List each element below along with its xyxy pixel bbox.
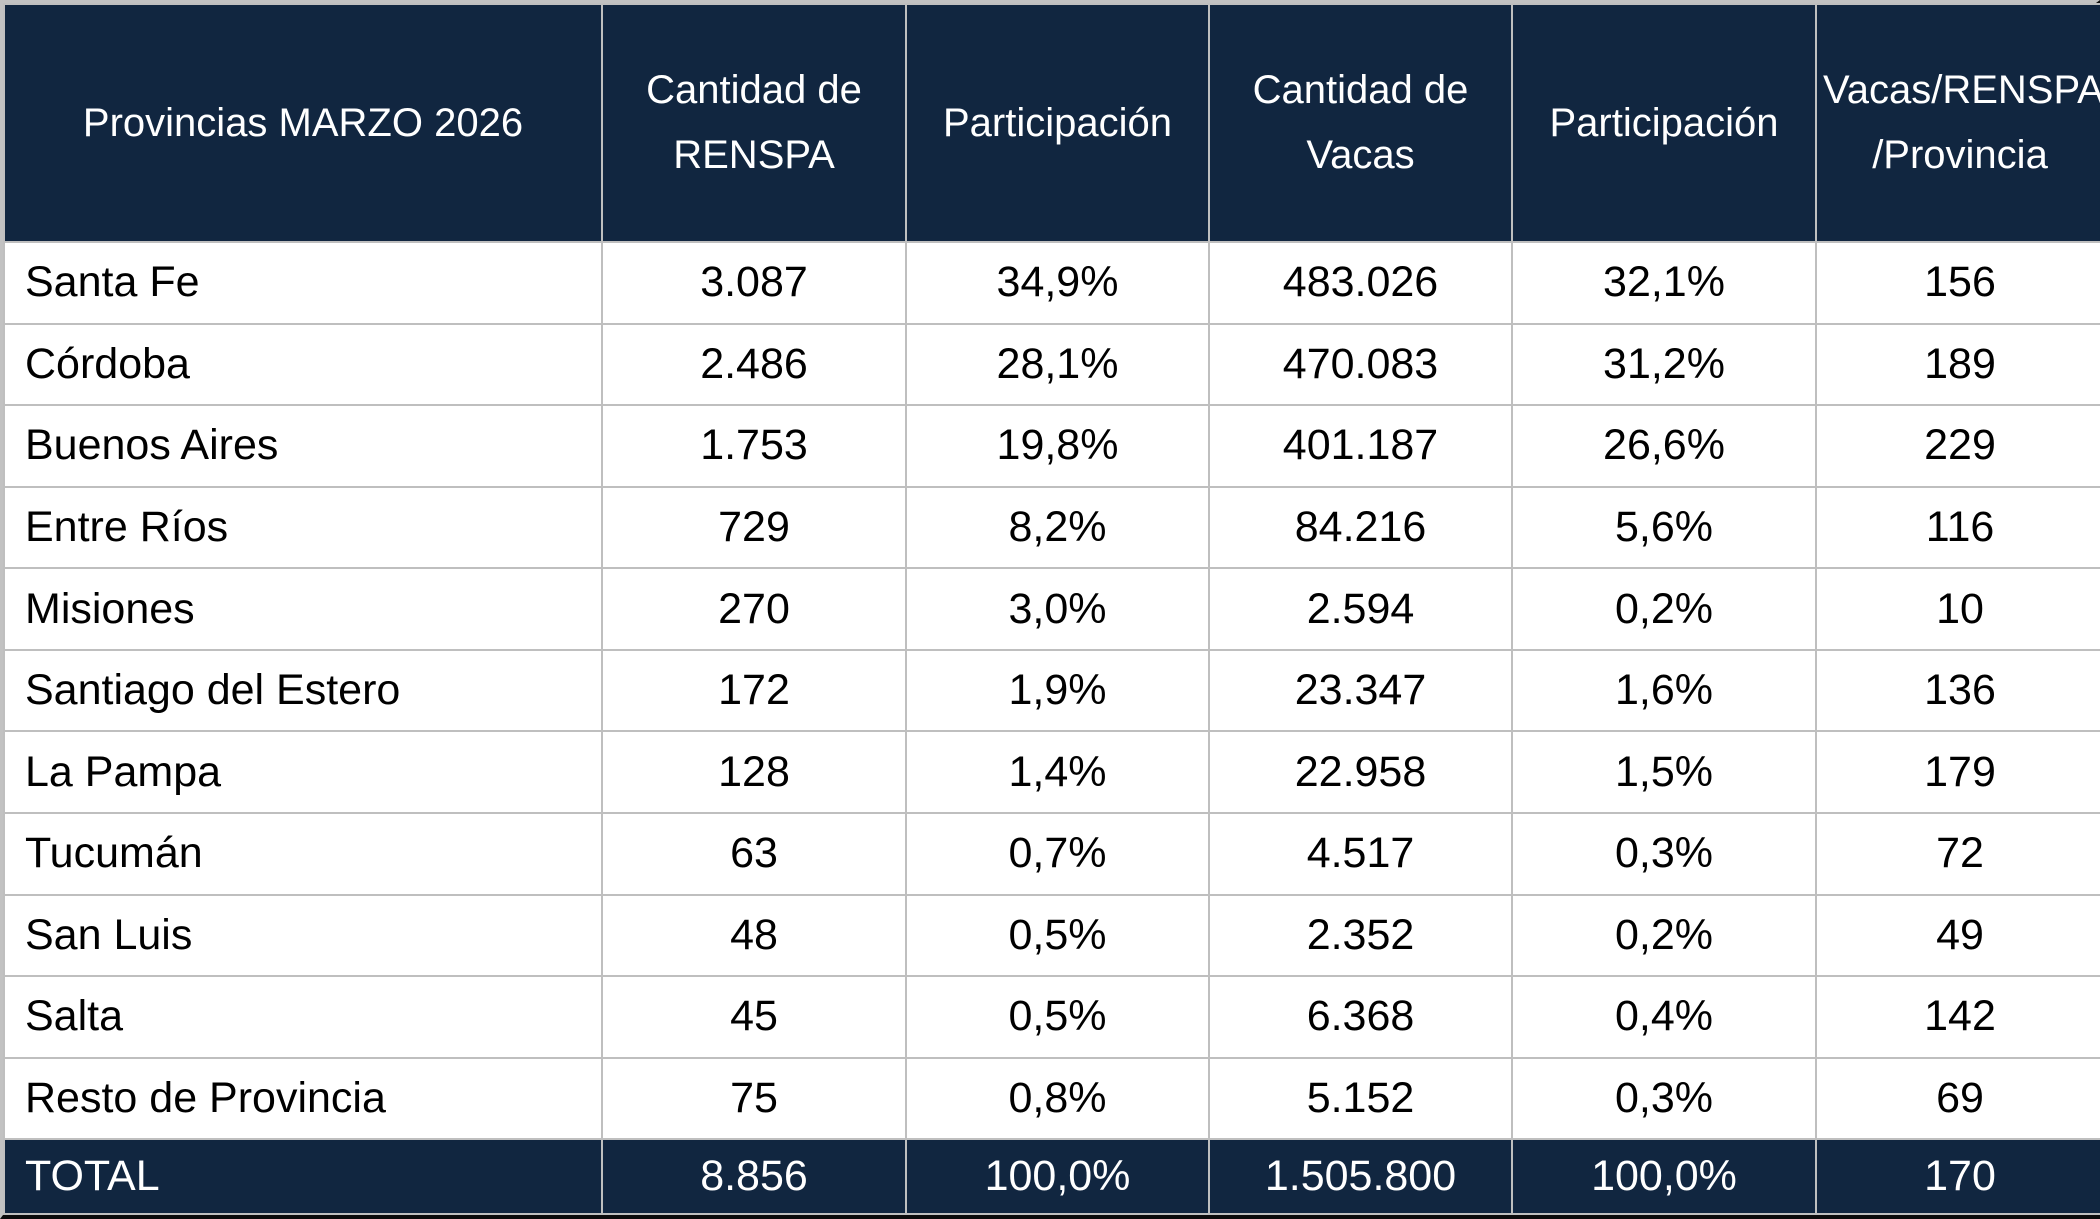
renspa-share-cell: 28,1% xyxy=(905,322,1210,407)
table-row: Entre Ríos 729 8,2% 84.216 5,6% 116 xyxy=(3,485,2100,570)
column-header-participacion-renspa: Participación xyxy=(905,3,1210,243)
province-cell: Santa Fe xyxy=(3,241,603,325)
ratio-cell: 189 xyxy=(1815,322,2100,407)
province-cell: Misiones xyxy=(3,567,603,651)
province-cell: Salta xyxy=(3,975,603,1059)
renspa-count-cell: 3.087 xyxy=(601,241,907,325)
table-row: Tucumán 63 0,7% 4.517 0,3% 72 xyxy=(3,812,2100,896)
table-row: Buenos Aires 1.753 19,8% 401.187 26,6% 2… xyxy=(3,404,2100,488)
renspa-count-cell: 128 xyxy=(601,730,907,815)
vacas-count-cell: 84.216 xyxy=(1208,485,1513,570)
renspa-share-cell: 34,9% xyxy=(905,241,1210,325)
ratio-cell: 179 xyxy=(1815,730,2100,815)
total-label-cell: TOTAL xyxy=(3,1138,603,1215)
renspa-count-cell: 729 xyxy=(601,485,907,570)
ratio-cell: 156 xyxy=(1815,241,2100,325)
table-row: Santa Fe 3.087 34,9% 483.026 32,1% 156 xyxy=(3,241,2100,325)
ratio-cell: 10 xyxy=(1815,567,2100,651)
total-ratio-cell: 170 xyxy=(1815,1138,2100,1215)
renspa-count-cell: 2.486 xyxy=(601,322,907,407)
vacas-count-cell: 2.352 xyxy=(1208,893,1513,978)
column-header-provincias: Provincias MARZO 2026 xyxy=(3,3,603,243)
table-body: Santa Fe 3.087 34,9% 483.026 32,1% 156 C… xyxy=(3,241,2100,1141)
ratio-cell: 142 xyxy=(1815,975,2100,1059)
table-row: Resto de Provincia 75 0,8% 5.152 0,3% 69 xyxy=(3,1056,2100,1141)
vacas-count-cell: 6.368 xyxy=(1208,975,1513,1059)
renspa-share-cell: 3,0% xyxy=(905,567,1210,651)
vacas-share-cell: 1,5% xyxy=(1511,730,1817,815)
table-row: Córdoba 2.486 28,1% 470.083 31,2% 189 xyxy=(3,322,2100,407)
column-header-participacion-vacas: Participación xyxy=(1511,3,1817,243)
renspa-share-cell: 1,4% xyxy=(905,730,1210,815)
renspa-count-cell: 1.753 xyxy=(601,404,907,488)
vacas-count-cell: 483.026 xyxy=(1208,241,1513,325)
total-vacas-share-cell: 100,0% xyxy=(1511,1138,1817,1215)
table-header: Provincias MARZO 2026 Cantidad de RENSPA… xyxy=(3,3,2100,243)
province-cell: Córdoba xyxy=(3,322,603,407)
vacas-share-cell: 0,3% xyxy=(1511,812,1817,896)
ratio-cell: 49 xyxy=(1815,893,2100,978)
province-cell: Entre Ríos xyxy=(3,485,603,570)
province-cell: Tucumán xyxy=(3,812,603,896)
total-vacas-count-cell: 1.505.800 xyxy=(1208,1138,1513,1215)
table-row: Salta 45 0,5% 6.368 0,4% 142 xyxy=(3,975,2100,1059)
vacas-share-cell: 32,1% xyxy=(1511,241,1817,325)
renspa-count-cell: 75 xyxy=(601,1056,907,1141)
province-cell: San Luis xyxy=(3,893,603,978)
column-header-cantidad-renspa: Cantidad de RENSPA xyxy=(601,3,907,243)
renspa-count-cell: 63 xyxy=(601,812,907,896)
renspa-count-cell: 172 xyxy=(601,648,907,733)
vacas-share-cell: 1,6% xyxy=(1511,648,1817,733)
renspa-share-cell: 0,7% xyxy=(905,812,1210,896)
vacas-share-cell: 0,2% xyxy=(1511,567,1817,651)
vacas-count-cell: 22.958 xyxy=(1208,730,1513,815)
renspa-share-cell: 8,2% xyxy=(905,485,1210,570)
vacas-count-cell: 23.347 xyxy=(1208,648,1513,733)
renspa-share-cell: 1,9% xyxy=(905,648,1210,733)
ratio-cell: 72 xyxy=(1815,812,2100,896)
column-header-cantidad-vacas: Cantidad de Vacas xyxy=(1208,3,1513,243)
provinces-renspa-table: Provincias MARZO 2026 Cantidad de RENSPA… xyxy=(3,3,2100,1215)
vacas-count-cell: 2.594 xyxy=(1208,567,1513,651)
ratio-cell: 136 xyxy=(1815,648,2100,733)
vacas-count-cell: 401.187 xyxy=(1208,404,1513,488)
renspa-count-cell: 45 xyxy=(601,975,907,1059)
table-row: Santiago del Estero 172 1,9% 23.347 1,6%… xyxy=(3,648,2100,733)
total-renspa-share-cell: 100,0% xyxy=(905,1138,1210,1215)
vacas-share-cell: 0,3% xyxy=(1511,1056,1817,1141)
vacas-count-cell: 470.083 xyxy=(1208,322,1513,407)
renspa-count-cell: 48 xyxy=(601,893,907,978)
renspa-share-cell: 19,8% xyxy=(905,404,1210,488)
ratio-cell: 69 xyxy=(1815,1056,2100,1141)
table-footer: TOTAL 8.856 100,0% 1.505.800 100,0% 170 xyxy=(3,1138,2100,1215)
vacas-share-cell: 26,6% xyxy=(1511,404,1817,488)
vacas-share-cell: 31,2% xyxy=(1511,322,1817,407)
header-row: Provincias MARZO 2026 Cantidad de RENSPA… xyxy=(3,3,2100,243)
table-row: La Pampa 128 1,4% 22.958 1,5% 179 xyxy=(3,730,2100,815)
vacas-share-cell: 5,6% xyxy=(1511,485,1817,570)
table-row: San Luis 48 0,5% 2.352 0,2% 49 xyxy=(3,893,2100,978)
renspa-share-cell: 0,5% xyxy=(905,893,1210,978)
province-cell: Buenos Aires xyxy=(3,404,603,488)
renspa-count-cell: 270 xyxy=(601,567,907,651)
total-row: TOTAL 8.856 100,0% 1.505.800 100,0% 170 xyxy=(3,1138,2100,1215)
table-row: Misiones 270 3,0% 2.594 0,2% 10 xyxy=(3,567,2100,651)
ratio-cell: 229 xyxy=(1815,404,2100,488)
province-cell: Santiago del Estero xyxy=(3,648,603,733)
vacas-share-cell: 0,4% xyxy=(1511,975,1817,1059)
vacas-count-cell: 4.517 xyxy=(1208,812,1513,896)
ratio-cell: 116 xyxy=(1815,485,2100,570)
province-cell: La Pampa xyxy=(3,730,603,815)
renspa-share-cell: 0,8% xyxy=(905,1056,1210,1141)
renspa-share-cell: 0,5% xyxy=(905,975,1210,1059)
column-header-vacas-renspa-provincia: Vacas/RENSPA /Provincia xyxy=(1815,3,2100,243)
vacas-count-cell: 5.152 xyxy=(1208,1056,1513,1141)
total-renspa-count-cell: 8.856 xyxy=(601,1138,907,1215)
province-cell: Resto de Provincia xyxy=(3,1056,603,1141)
vacas-share-cell: 0,2% xyxy=(1511,893,1817,978)
